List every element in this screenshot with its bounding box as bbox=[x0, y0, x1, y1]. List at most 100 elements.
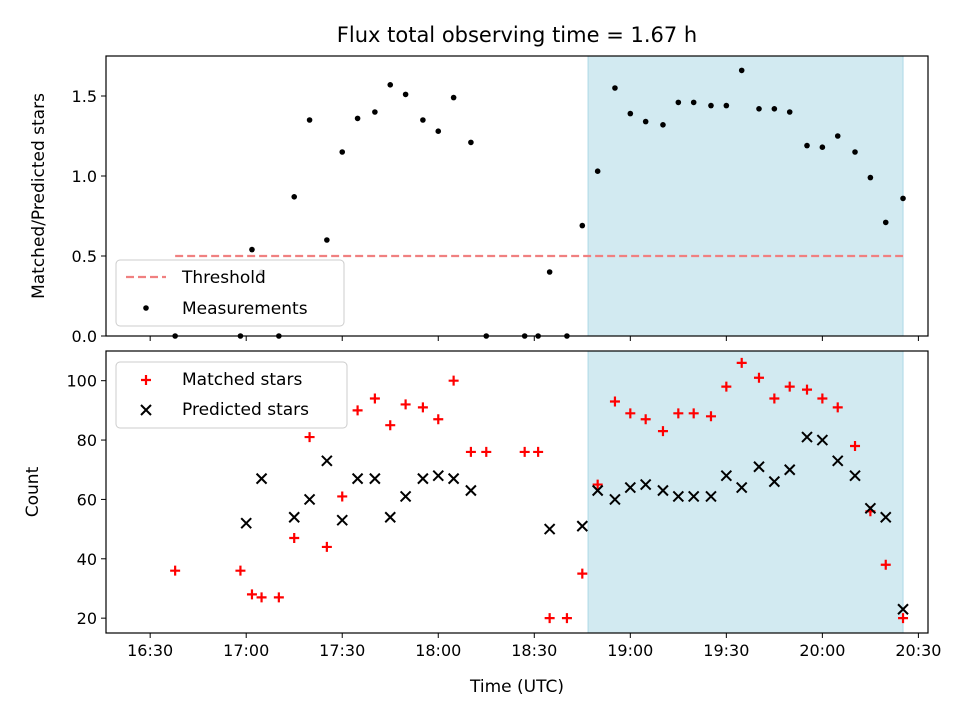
x-tick-label: 17:30 bbox=[319, 641, 365, 660]
measurement-point bbox=[291, 194, 298, 200]
measurement-point bbox=[738, 67, 745, 74]
count-panel: 20 40 60 80 100 16:30 17:00 17:30 18:00 18:30 19:0… bbox=[66, 350, 941, 660]
predicted-stars-point bbox=[447, 472, 460, 485]
predicted-stars-point bbox=[576, 520, 589, 532]
measurement-point bbox=[708, 102, 714, 109]
matched-stars-point bbox=[352, 405, 363, 416]
y-tick-label: 60 bbox=[77, 490, 97, 509]
matched-stars-point bbox=[721, 381, 732, 392]
matched-stars-point bbox=[688, 408, 699, 419]
matched-stars-point bbox=[304, 432, 315, 443]
matched-stars-point bbox=[273, 592, 284, 603]
matched-stars-point bbox=[256, 592, 267, 603]
measurement-point bbox=[354, 115, 361, 122]
predicted-stars-point bbox=[609, 493, 621, 506]
predicted-stars-point bbox=[399, 490, 412, 503]
matched-stars-point bbox=[369, 393, 380, 404]
measurement-point bbox=[402, 91, 409, 98]
matched-stars-point bbox=[705, 411, 716, 422]
chart-title: Flux total observing time = 1.67 h bbox=[337, 23, 697, 47]
predicted-stars-point bbox=[687, 490, 700, 503]
legend-box bbox=[115, 361, 348, 429]
matched-stars-point bbox=[481, 446, 492, 457]
measurement-point bbox=[594, 168, 601, 174]
y-tick-label: 0.5 bbox=[72, 247, 97, 266]
predicted-stars-point bbox=[639, 478, 652, 491]
matched-stars-point bbox=[625, 408, 636, 419]
predicted-stars-point bbox=[768, 475, 781, 488]
measurement-point bbox=[804, 142, 810, 149]
matched-stars-point bbox=[321, 541, 332, 552]
axes-frame bbox=[105, 350, 929, 634]
predicted-stars-point bbox=[897, 603, 909, 615]
matched-stars-point bbox=[170, 565, 181, 576]
legend-measurement-swatch bbox=[143, 305, 149, 311]
measurement-point bbox=[723, 102, 730, 109]
measurement-point bbox=[771, 106, 778, 112]
matched-stars-point bbox=[561, 613, 572, 624]
predicted-stars-point bbox=[624, 481, 637, 494]
predicted-stars-point bbox=[417, 472, 429, 485]
measurement-point bbox=[675, 99, 682, 106]
bottom-y-axis-label: Count bbox=[23, 466, 43, 517]
matched-stars-point bbox=[533, 446, 544, 457]
predicted-stars-point bbox=[255, 472, 268, 485]
predicted-stars-point bbox=[880, 511, 892, 523]
matched-stars-point bbox=[246, 589, 257, 600]
matched-stars-point bbox=[337, 491, 348, 502]
measurement-point bbox=[852, 149, 858, 155]
measurement-point bbox=[900, 195, 906, 202]
measurement-point bbox=[387, 82, 394, 88]
measurement-point bbox=[435, 128, 442, 134]
measurement-point bbox=[420, 117, 426, 123]
predicted-stars-point bbox=[432, 469, 444, 482]
matched-stars-point bbox=[802, 384, 813, 395]
measurement-point bbox=[579, 222, 586, 229]
x-tick-label: 17:00 bbox=[223, 641, 269, 660]
measurement-point bbox=[834, 133, 841, 139]
legend-matched-swatch bbox=[141, 375, 151, 385]
predicted-stars-point bbox=[735, 481, 748, 494]
predicted-stars-point bbox=[303, 493, 316, 506]
matched-stars-point bbox=[433, 414, 444, 425]
x-tick-label: 19:00 bbox=[607, 641, 653, 660]
matched-stars-point bbox=[850, 440, 861, 451]
measurement-point bbox=[867, 174, 874, 181]
matched-stars-point bbox=[657, 426, 668, 437]
predicted-stars-point bbox=[801, 431, 813, 443]
predicted-stars-point bbox=[321, 455, 333, 467]
predicted-stars-point bbox=[543, 523, 556, 535]
series-predicted-stars bbox=[240, 431, 909, 615]
measurement-point bbox=[372, 109, 378, 115]
matched-stars-point bbox=[235, 565, 246, 576]
legend-threshold-label: Threshold bbox=[181, 268, 266, 288]
predicted-stars-point bbox=[351, 472, 364, 485]
matched-stars-point bbox=[465, 446, 476, 457]
predicted-stars-point bbox=[288, 511, 300, 523]
matched-stars-point bbox=[577, 568, 588, 579]
measurement-point bbox=[612, 85, 618, 91]
matched-stars-point bbox=[544, 613, 555, 624]
predicted-stars-point bbox=[240, 517, 252, 529]
predicted-stars-point bbox=[705, 490, 717, 503]
predicted-stars-point bbox=[369, 472, 381, 485]
legend: Matched stars Predicted stars bbox=[115, 361, 348, 429]
measurement-point bbox=[660, 122, 666, 128]
observing-window-shading bbox=[587, 55, 904, 337]
measurement-point bbox=[786, 109, 793, 115]
legend-matched-label: Matched stars bbox=[182, 370, 302, 390]
matched-stars-point bbox=[817, 393, 828, 404]
matched-stars-point bbox=[673, 408, 684, 419]
matched-stars-point bbox=[289, 533, 300, 544]
y-tick-label: 20 bbox=[77, 609, 97, 628]
measurement-point bbox=[546, 269, 553, 275]
x-tick-label: 20:30 bbox=[895, 641, 941, 660]
x-tick-label: 18:30 bbox=[511, 641, 557, 660]
matched-stars-point bbox=[769, 393, 780, 404]
predicted-stars-point bbox=[816, 434, 829, 446]
measurement-point bbox=[468, 139, 474, 146]
matched-stars-point bbox=[519, 446, 530, 457]
predicted-stars-point bbox=[672, 490, 685, 503]
x-tick-label: 16:30 bbox=[127, 641, 173, 660]
matched-stars-point bbox=[753, 372, 764, 383]
